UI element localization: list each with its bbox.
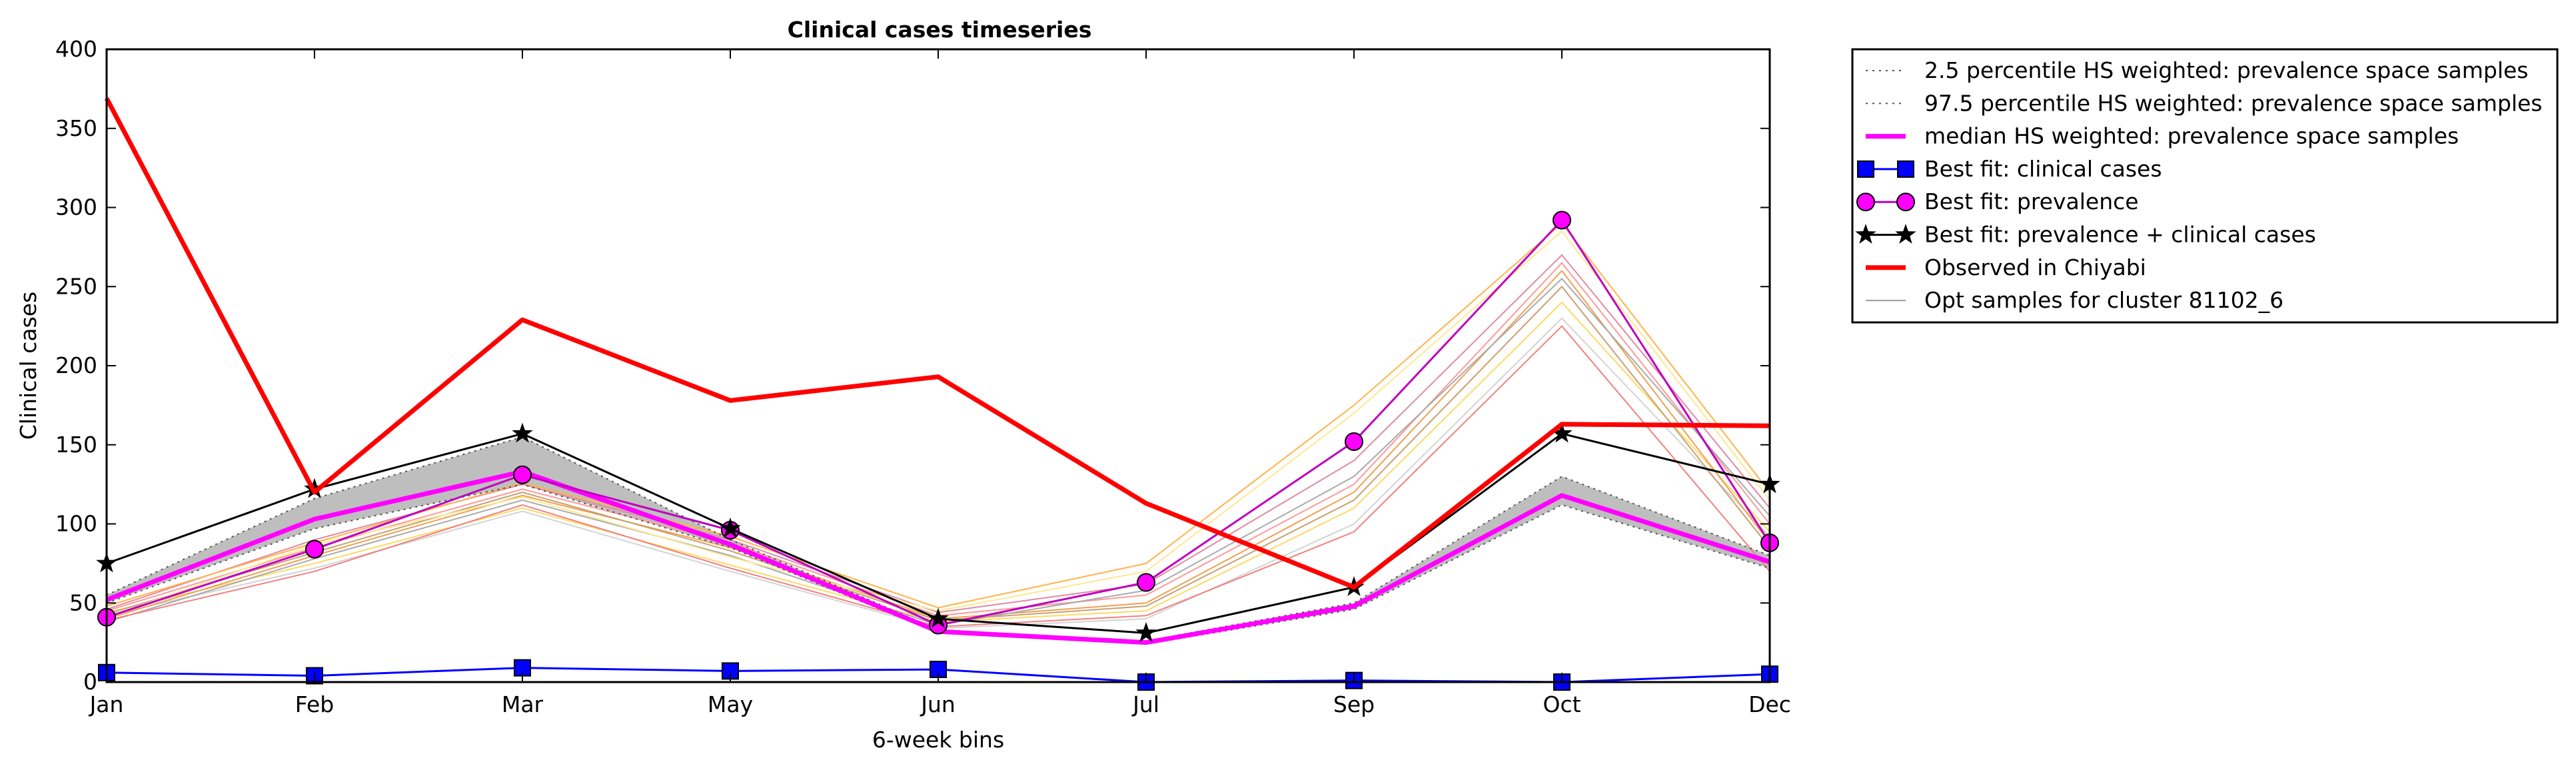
- y-tick-label: 400: [55, 36, 97, 62]
- x-tick-label: Mar: [502, 691, 544, 717]
- data-point: [513, 465, 532, 484]
- series-line: [106, 219, 1771, 626]
- y-tick-label: 350: [55, 115, 97, 141]
- opt-sample-line-5: [106, 277, 1770, 626]
- legend-entry: Observed in Chiyabi: [1866, 254, 2146, 280]
- x-axis: Jan Feb Mar May Jun Jul Sep Oct Dec: [89, 49, 1791, 717]
- legend-label: 2.5 percentile HS weighted: prevalence s…: [1924, 57, 2529, 83]
- y-tick-label: 0: [83, 669, 97, 695]
- x-tick-label: Jan: [89, 691, 124, 717]
- opt-sample-line-6: [106, 254, 1770, 613]
- opt-sample-line-2: [106, 301, 1770, 623]
- legend-label: median HS weighted: prevalence space sam…: [1924, 123, 2459, 149]
- x-tick-label: May: [708, 691, 753, 717]
- legend-marker: [1857, 160, 1874, 178]
- legend-marker: [1896, 193, 1915, 212]
- data-point: [1553, 210, 1571, 230]
- data-point: [512, 422, 533, 443]
- legend: 2.5 percentile HS weighted: prevalence s…: [1851, 48, 2559, 324]
- x-tick-label: Dec: [1748, 691, 1791, 717]
- y-axis-title: Clinical cases: [15, 292, 41, 440]
- data-point: [305, 540, 324, 559]
- y-axis: 0 50 100 150 200 250 300 350 400: [55, 36, 1770, 695]
- opt-sample-line-1: [106, 317, 1770, 629]
- sample-lines-layer: [106, 222, 1770, 629]
- series-1: [106, 436, 1770, 642]
- x-tick-label: Sep: [1333, 691, 1375, 717]
- legend-marker: [1897, 160, 1914, 178]
- series-line: [106, 436, 1770, 642]
- legend-entry: Best fit: prevalence + clinical cases: [1855, 222, 2316, 248]
- y-tick-label: 250: [55, 273, 97, 299]
- x-tick-label: Jul: [1131, 691, 1159, 717]
- y-tick-label: 50: [69, 589, 97, 615]
- data-point: [928, 607, 949, 628]
- legend-label: Best fit: prevalence + clinical cases: [1924, 222, 2316, 248]
- data-point: [720, 518, 741, 538]
- legend-label: Opt samples for cluster 81102_6: [1924, 287, 2283, 313]
- y-tick-label: 150: [55, 432, 97, 458]
- data-point: [1137, 573, 1155, 592]
- legend-marker: [1856, 193, 1875, 212]
- series-line: [104, 97, 1770, 589]
- data-point: [1345, 432, 1363, 451]
- data-point: [1135, 621, 1157, 642]
- legend-label: Best fit: clinical cases: [1924, 156, 2162, 182]
- legend-frame: [1851, 48, 2559, 324]
- x-axis-title: 6-week bins: [872, 727, 1004, 753]
- x-tick-label: Oct: [1543, 691, 1581, 717]
- legend-entry: Best fit: prevalence: [1856, 189, 2139, 214]
- legend-entry: 97.5 percentile HS weighted: prevalence …: [1866, 90, 2543, 116]
- chart-title: Clinical cases timeseries: [788, 17, 1092, 43]
- x-tick-label: Jun: [920, 691, 956, 717]
- legend-entry: Best fit: clinical cases: [1857, 156, 2162, 182]
- legend-marker: [1895, 223, 1916, 244]
- series-layer: [96, 97, 1780, 691]
- legend-entry: median HS weighted: prevalence space sam…: [1866, 123, 2459, 149]
- plot-frame: [105, 48, 1771, 683]
- legend-marker: [1855, 223, 1876, 244]
- legend-label: 97.5 percentile HS weighted: prevalence …: [1924, 90, 2543, 116]
- y-tick-label: 100: [55, 511, 97, 537]
- opt-sample-line-7: [106, 285, 1770, 621]
- legend-entry: Opt samples for cluster 81102_6: [1866, 287, 2283, 313]
- opt-sample-line-9: [106, 222, 1770, 609]
- series-4: [97, 210, 1779, 635]
- legend-label: Best fit: prevalence: [1924, 189, 2139, 214]
- opt-sample-line-10: [106, 325, 1770, 627]
- opt-sample-line-8: [106, 230, 1770, 618]
- x-tick-label: Feb: [295, 691, 334, 717]
- y-tick-label: 300: [55, 194, 97, 220]
- legend-label: Observed in Chiyabi: [1924, 254, 2146, 280]
- opt-sample-line-3: [106, 269, 1770, 620]
- legend-entry: 2.5 percentile HS weighted: prevalence s…: [1866, 57, 2529, 83]
- series-6: [104, 97, 1770, 589]
- y-tick-label: 200: [55, 352, 97, 378]
